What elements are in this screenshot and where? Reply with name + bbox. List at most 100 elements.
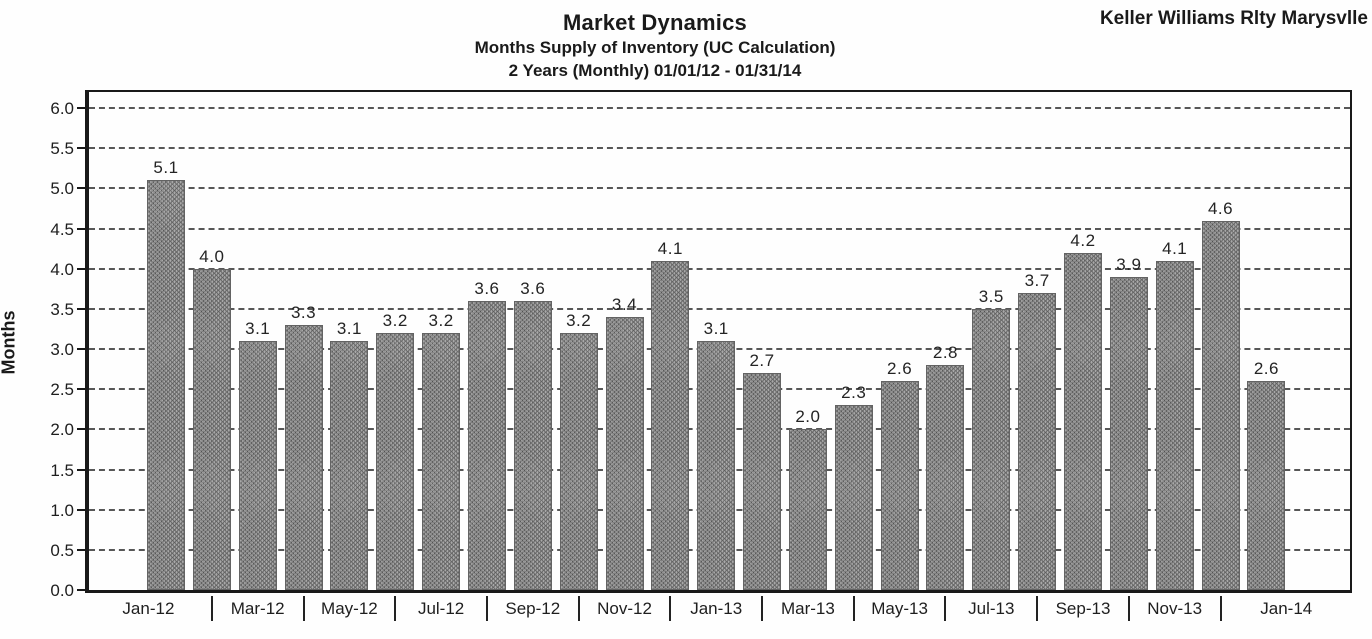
bar-value-label: 4.6: [1207, 198, 1234, 218]
grid-line: [89, 307, 1350, 310]
y-tick-mark: [77, 267, 90, 270]
y-tick-label: 6.0: [50, 99, 74, 119]
x-tick-separator: [485, 596, 488, 621]
bar: [651, 260, 690, 590]
bar-value-label: 3.2: [382, 310, 408, 330]
x-tick-label: Nov-13: [1147, 599, 1203, 618]
bar: [605, 316, 644, 590]
chart-subtitle: Months Supply of Inventory (UC Calculati…: [474, 38, 836, 58]
bar-value-label: 3.2: [428, 310, 454, 330]
chart-period: 2 Years (Monthly) 01/01/12 - 01/31/14: [508, 60, 802, 80]
bar-value-label: 3.2: [566, 310, 592, 330]
x-tick-label: May-12: [321, 599, 378, 618]
y-tick-mark: [77, 107, 90, 110]
y-tick-mark: [77, 187, 90, 190]
bar: [880, 381, 919, 590]
bar-value-label: 4.0: [199, 246, 225, 266]
x-tick-label: Jan-14: [1260, 599, 1313, 618]
x-tick-label: Jul-12: [417, 599, 465, 618]
bar: [559, 332, 598, 590]
bar: [1018, 292, 1057, 590]
y-tick-label: 1.5: [50, 460, 74, 480]
bar: [376, 332, 415, 590]
y-tick-label: 3.0: [50, 340, 74, 360]
y-tick-mark: [77, 548, 90, 551]
bar-value-label: 3.6: [474, 278, 500, 298]
chart-header: Market Dynamics Months Supply of Invento…: [0, 10, 1310, 81]
x-tick-separator: [577, 596, 580, 621]
bar-value-label: 2.3: [841, 383, 867, 403]
bar-value-label: 3.3: [290, 302, 317, 322]
bar: [284, 324, 323, 590]
bar: [467, 300, 506, 590]
x-tick-label: Mar-12: [230, 599, 285, 618]
bar: [1247, 381, 1286, 590]
bar-value-label: 2.7: [749, 351, 775, 371]
bar-value-label: 4.1: [1162, 238, 1188, 258]
bar-value-label: 2.6: [1253, 359, 1279, 379]
x-axis: Jan-12 Mar-12 May-12 Jul-12 Sep-12 Nov-12 Jan-…: [85, 596, 1352, 626]
x-tick-separator: [210, 596, 213, 621]
bar: [238, 341, 277, 590]
y-tick-mark: [77, 589, 90, 591]
x-tick-label: Nov-12: [597, 599, 652, 618]
x-tick-label: Jan-12: [122, 599, 175, 618]
y-tick-mark: [77, 468, 90, 471]
bar-value-label: 3.9: [1116, 254, 1142, 274]
bar-value-label: 3.1: [336, 319, 362, 338]
y-tick-label: 2.5: [50, 380, 74, 400]
bar-value-label: 3.4: [611, 294, 638, 314]
y-tick-mark: [77, 227, 90, 230]
x-tick-separator: [1219, 596, 1222, 621]
bar: [1201, 220, 1240, 590]
bar-value-label: 2.8: [932, 343, 958, 363]
y-tick-label: 0.5: [50, 540, 74, 560]
grid-line: [89, 227, 1350, 230]
bar: [834, 405, 873, 590]
x-tick-label: Mar-13: [780, 599, 835, 618]
bar: [422, 332, 461, 590]
x-tick-label: May-13: [871, 599, 928, 618]
x-tick-label: Sep-13: [1055, 599, 1111, 618]
bar: [1109, 276, 1148, 590]
x-tick-separator: [1127, 596, 1130, 621]
x-tick-label: Jul-13: [968, 599, 1015, 618]
y-tick-mark: [77, 428, 90, 431]
x-tick-separator: [302, 596, 305, 621]
bar: [972, 308, 1011, 590]
y-tick-label: 5.5: [50, 139, 74, 159]
y-axis-title: Months: [0, 310, 19, 375]
grid-line: [89, 107, 1350, 110]
bar: [926, 365, 965, 590]
grid-line: [89, 267, 1350, 270]
y-tick-mark: [77, 348, 90, 351]
y-tick-label: 5.0: [50, 179, 74, 199]
x-tick-label: Sep-12: [505, 599, 561, 618]
y-tick-mark: [77, 307, 90, 310]
x-tick-separator: [761, 596, 764, 621]
bar-value-label: 3.1: [703, 319, 729, 338]
bar-value-label: 3.5: [978, 286, 1004, 306]
bar-value-label: 5.1: [153, 158, 179, 178]
bar: [513, 300, 552, 590]
brand-name: Keller Williams Rlty Marysvlle: [1099, 8, 1368, 29]
x-tick-separator: [394, 596, 397, 621]
bar: [147, 180, 185, 590]
bar-value-label: 2.0: [795, 407, 821, 427]
grid-line: [89, 187, 1350, 190]
chart-title: Market Dynamics: [563, 10, 747, 35]
y-tick-label: 2.0: [50, 420, 74, 440]
y-tick-label: 0.0: [50, 581, 74, 600]
bar: [697, 341, 736, 590]
bar: [330, 341, 369, 590]
bar-value-label: 4.1: [657, 238, 683, 258]
bar-value-label: 3.7: [1024, 270, 1050, 290]
y-tick-mark: [77, 508, 90, 511]
bar: [788, 429, 827, 590]
bar: [743, 373, 782, 590]
y-tick-mark: [77, 147, 90, 150]
bar: [192, 268, 231, 590]
y-tick-label: 1.0: [50, 500, 74, 520]
bar: [1064, 252, 1102, 590]
